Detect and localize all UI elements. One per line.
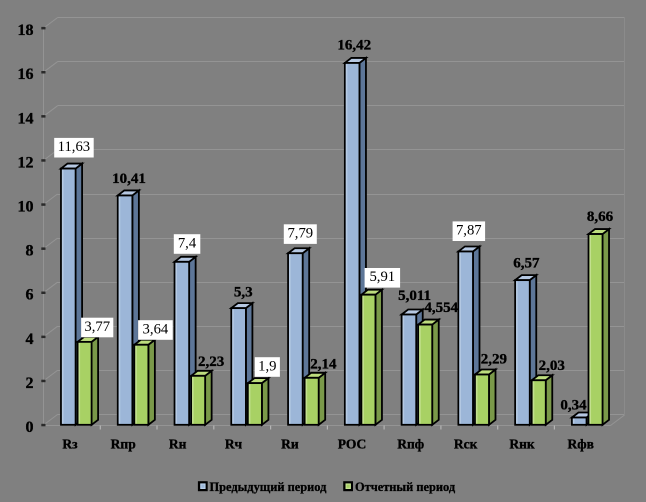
svg-text:8: 8 (26, 243, 34, 260)
svg-text:7,79: 7,79 (287, 225, 313, 241)
svg-text:10: 10 (18, 199, 34, 216)
svg-text:16,42: 16,42 (337, 38, 371, 54)
svg-text:7,87: 7,87 (456, 223, 482, 239)
svg-text:Rи: Rи (281, 437, 299, 452)
svg-text:Rнк: Rнк (509, 437, 535, 452)
svg-text:1,9: 1,9 (258, 358, 276, 374)
svg-text:5,3: 5,3 (234, 285, 253, 301)
svg-text:8,66: 8,66 (587, 209, 614, 225)
svg-text:Rпф: Rпф (397, 437, 424, 452)
svg-text:Отчетный период: Отчетный период (355, 480, 456, 494)
svg-text:4,554: 4,554 (424, 300, 458, 316)
svg-text:Предыдущий период: Предыдущий период (210, 480, 328, 494)
svg-text:2,14: 2,14 (310, 357, 337, 373)
svg-text:5,91: 5,91 (369, 269, 395, 285)
svg-text:11,63: 11,63 (58, 139, 91, 155)
svg-text:5,011: 5,011 (398, 288, 431, 304)
svg-text:7,4: 7,4 (178, 235, 197, 251)
svg-text:Rч: Rч (225, 437, 243, 452)
svg-text:10,41: 10,41 (112, 171, 146, 187)
svg-text:0,34: 0,34 (560, 397, 587, 413)
svg-text:Rн: Rн (169, 437, 187, 452)
svg-text:Rск: Rск (454, 437, 478, 452)
svg-text:Rфв: Rфв (568, 437, 594, 452)
svg-text:Rпр: Rпр (111, 437, 136, 452)
svg-text:2: 2 (26, 375, 34, 392)
svg-text:14: 14 (18, 110, 34, 127)
svg-text:2,29: 2,29 (481, 351, 507, 367)
svg-text:4: 4 (26, 331, 34, 348)
svg-text:2,23: 2,23 (198, 354, 224, 370)
svg-text:3,64: 3,64 (143, 321, 169, 337)
svg-text:16: 16 (18, 66, 34, 83)
svg-text:РОС: РОС (338, 437, 367, 452)
svg-text:6: 6 (26, 287, 34, 304)
svg-text:3,77: 3,77 (84, 319, 110, 335)
svg-text:18: 18 (18, 22, 34, 39)
svg-text:Rз: Rз (62, 437, 78, 452)
svg-text:6,57: 6,57 (513, 256, 540, 272)
svg-text:2,03: 2,03 (539, 358, 565, 374)
svg-text:0: 0 (26, 419, 34, 436)
svg-text:12: 12 (18, 154, 34, 171)
